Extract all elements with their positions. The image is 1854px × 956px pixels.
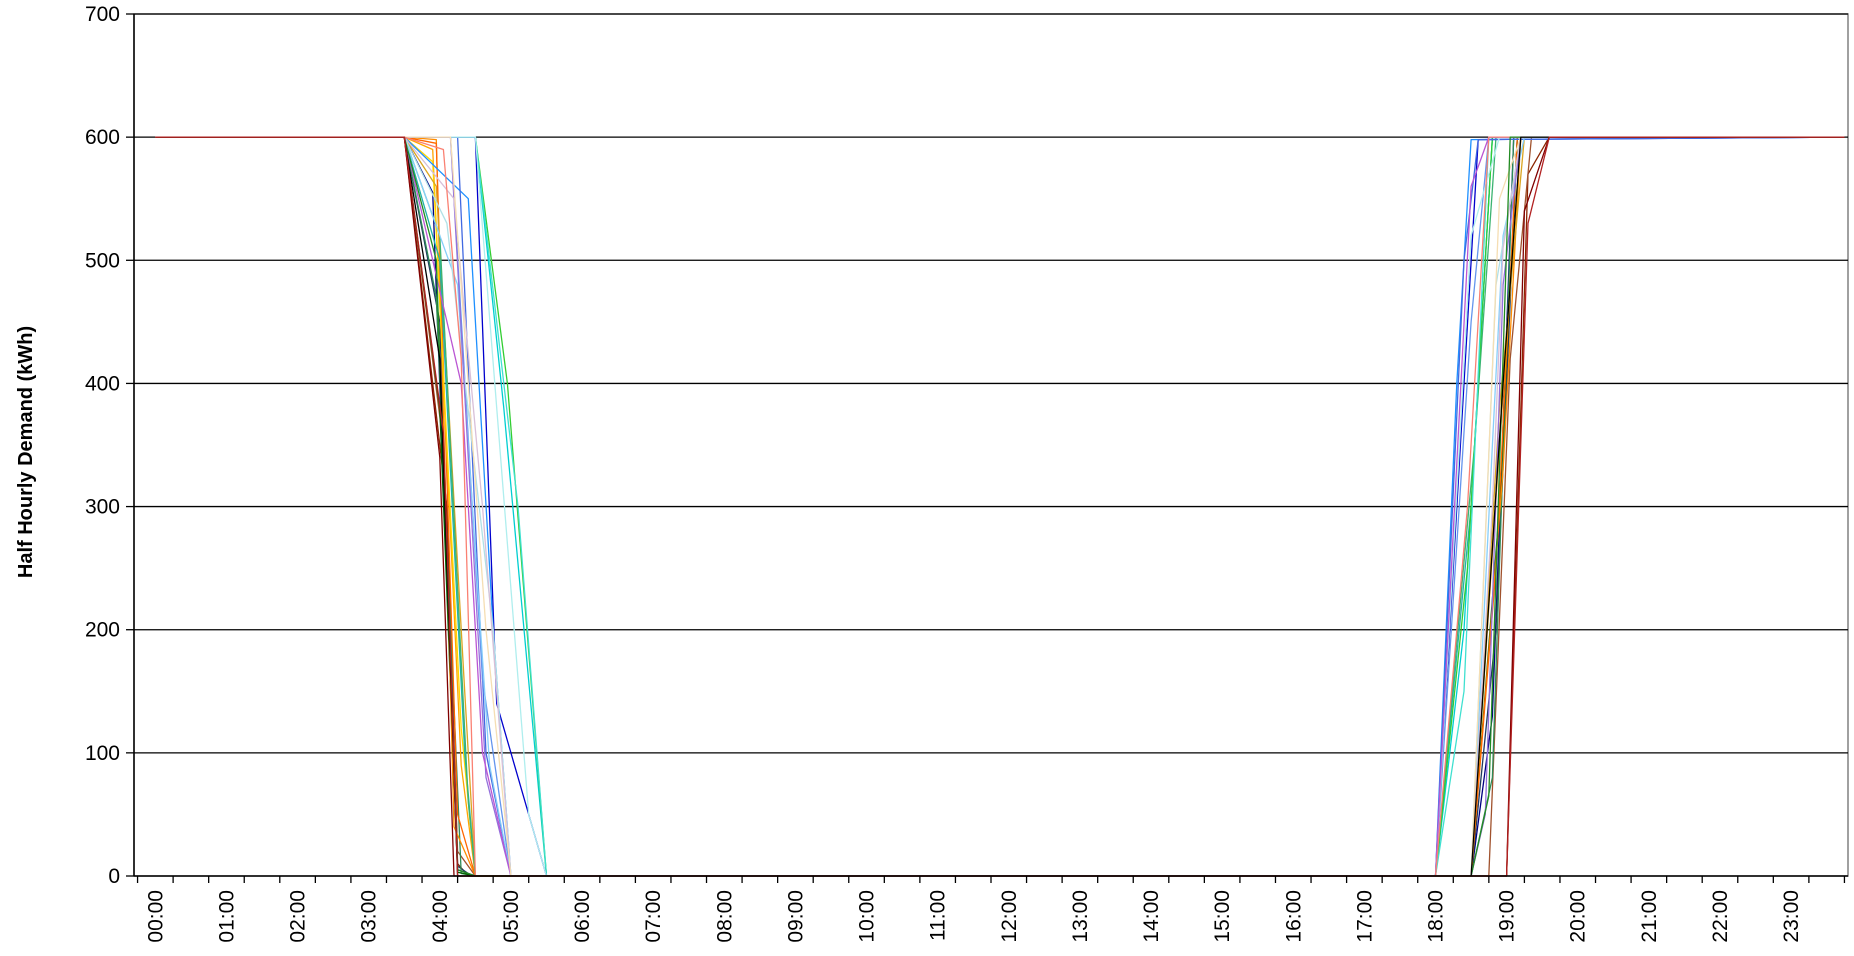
y-tick-label: 400 bbox=[85, 372, 120, 395]
y-tick-label: 500 bbox=[85, 249, 120, 272]
x-tick-label: 06:00 bbox=[571, 890, 594, 943]
x-tick-label: 00:00 bbox=[144, 890, 167, 943]
y-tick-label: 200 bbox=[85, 619, 120, 642]
x-tick-label: 13:00 bbox=[1069, 890, 1092, 943]
plot-area bbox=[133, 13, 1849, 877]
x-tick-label: 19:00 bbox=[1496, 890, 1519, 943]
x-tick-label: 04:00 bbox=[429, 890, 452, 943]
x-tick-label: 08:00 bbox=[713, 890, 736, 943]
y-tick-label: 600 bbox=[85, 126, 120, 149]
x-tick-labels: 00:00 01:00 02:00 03:00 04:00 05:00 06:00 07:00… bbox=[144, 890, 1803, 943]
x-tick-label: 03:00 bbox=[358, 890, 381, 943]
x-tick-label: 01:00 bbox=[215, 890, 238, 943]
axes bbox=[126, 13, 1848, 883]
x-tick-label: 09:00 bbox=[784, 890, 807, 943]
x-tick-label: 11:00 bbox=[927, 890, 950, 941]
x-tick-label: 02:00 bbox=[287, 890, 310, 943]
x-tick-label: 20:00 bbox=[1567, 890, 1590, 943]
x-tick-label: 22:00 bbox=[1709, 890, 1732, 943]
x-tick-label: 07:00 bbox=[642, 890, 665, 943]
y-axis-title: Half Hourly Demand (kWh) bbox=[15, 326, 37, 578]
x-tick-label: 18:00 bbox=[1425, 890, 1448, 943]
y-tick-label: 0 bbox=[108, 865, 120, 888]
x-tick-label: 17:00 bbox=[1353, 890, 1376, 943]
y-tick-label: 300 bbox=[85, 496, 120, 519]
x-tick-label: 12:00 bbox=[998, 890, 1021, 943]
y-tick-label: 700 bbox=[85, 3, 120, 26]
x-tick-label: 23:00 bbox=[1780, 890, 1803, 943]
y-tick-label: 100 bbox=[85, 742, 120, 765]
x-tick-label: 15:00 bbox=[1211, 890, 1234, 943]
x-tick-label: 14:00 bbox=[1140, 890, 1163, 943]
x-tick-label: 16:00 bbox=[1282, 890, 1305, 943]
y-tick-labels: 0 100 200 300 400 500 600 700 bbox=[85, 3, 120, 888]
x-tick-label: 05:00 bbox=[500, 890, 523, 943]
x-tick-label: 10:00 bbox=[856, 890, 879, 943]
x-tick-label: 21:00 bbox=[1638, 890, 1661, 943]
